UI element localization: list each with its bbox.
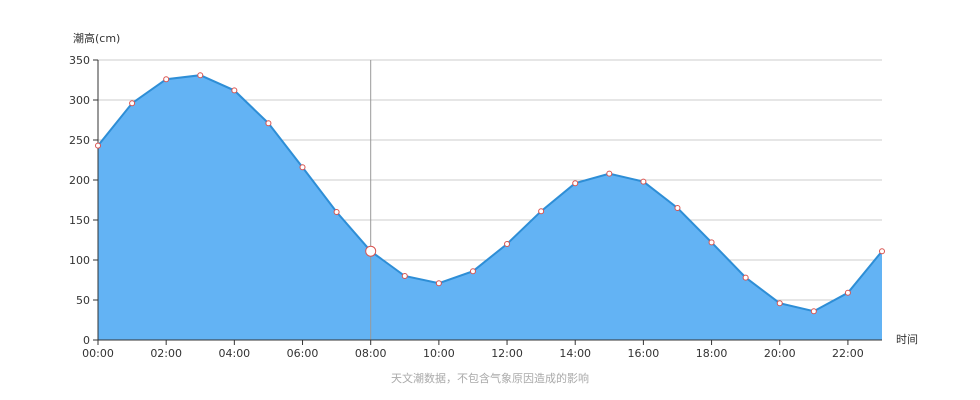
chart-caption: 天文潮数据，不包含气象原因造成的影响 <box>391 371 589 385</box>
data-point <box>640 178 647 185</box>
x-tick-label: 04:00 <box>218 347 250 360</box>
highlighted-data-point <box>365 245 377 257</box>
data-point <box>469 268 476 275</box>
x-tick-label: 22:00 <box>832 347 864 360</box>
data-point <box>742 274 749 281</box>
data-point <box>197 72 204 79</box>
y-tick-label: 200 <box>69 174 90 187</box>
x-tick-label: 10:00 <box>423 347 455 360</box>
x-axis-title: 时间 <box>896 333 918 346</box>
y-axis-title: 潮高(cm) <box>73 31 120 45</box>
data-point <box>163 76 170 83</box>
tide-line <box>97 74 883 313</box>
y-tick-label: 250 <box>69 134 90 147</box>
y-tick-label: 0 <box>83 334 90 347</box>
data-point <box>572 180 579 187</box>
tide-area <box>98 75 882 340</box>
x-tick-label: 16:00 <box>628 347 660 360</box>
y-tick-label: 100 <box>69 254 90 267</box>
x-tick-label: 02:00 <box>150 347 182 360</box>
y-tick-label: 350 <box>69 54 90 67</box>
area-layer <box>97 60 883 340</box>
data-point <box>435 280 442 287</box>
axis-layer: 0 50 100 150 200 250 300 350 00:00 02:00 04:00 06:0… <box>69 54 882 360</box>
y-tick-label: 300 <box>69 94 90 107</box>
data-point <box>538 208 545 215</box>
data-point <box>844 289 851 296</box>
data-point <box>95 142 101 149</box>
data-point <box>810 308 817 315</box>
data-point <box>879 248 885 255</box>
x-tick-label: 20:00 <box>764 347 796 360</box>
data-point <box>401 273 408 279</box>
x-tick-label: 06:00 <box>287 347 319 360</box>
data-point <box>776 300 783 307</box>
x-tick-label: 08:00 <box>355 347 387 360</box>
data-point <box>231 87 238 94</box>
x-tick-label: 18:00 <box>696 347 728 360</box>
x-tick-label: 12:00 <box>491 347 523 360</box>
data-point <box>504 241 511 247</box>
x-tick-label: 00:00 <box>82 347 114 360</box>
x-tick-label: 14:00 <box>559 347 591 360</box>
y-tick-label: 150 <box>69 214 90 227</box>
data-point <box>265 120 272 127</box>
data-point <box>606 170 613 177</box>
data-point <box>129 100 136 107</box>
data-point <box>708 239 715 246</box>
data-point <box>674 205 681 211</box>
data-point <box>333 209 340 215</box>
marker-layer <box>95 72 885 315</box>
data-point <box>299 164 306 171</box>
y-tick-label: 50 <box>76 294 90 307</box>
